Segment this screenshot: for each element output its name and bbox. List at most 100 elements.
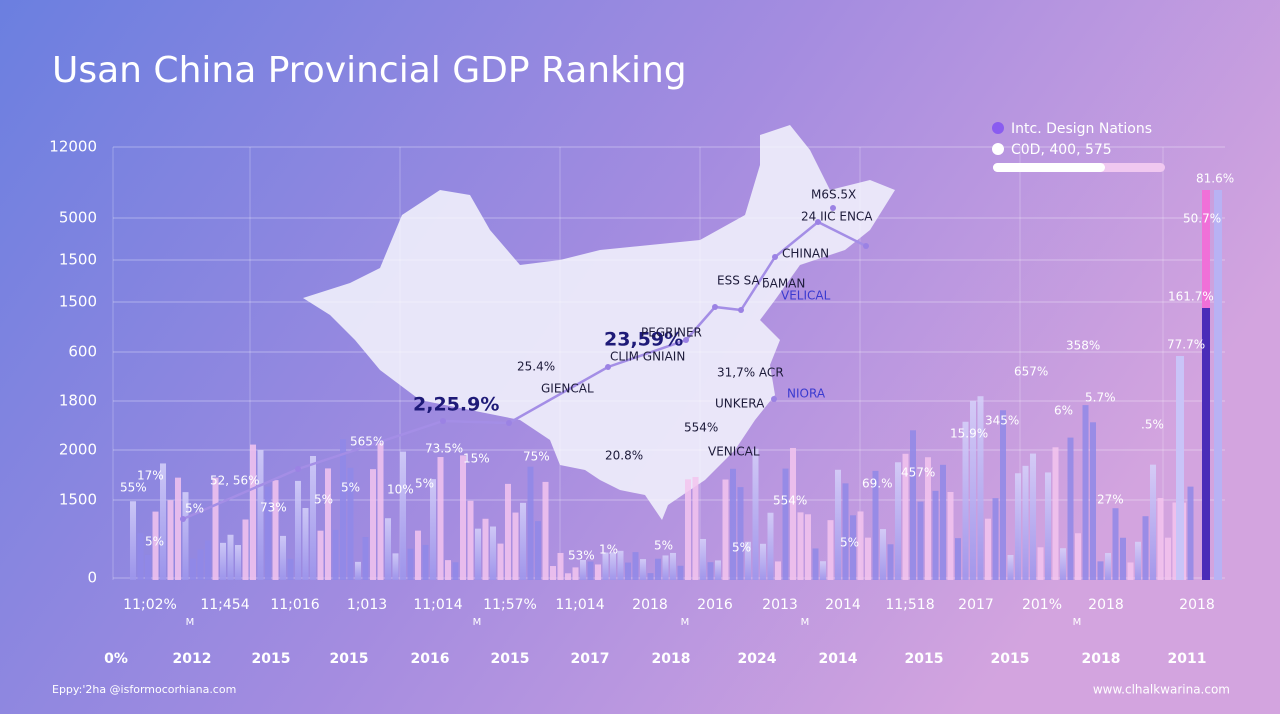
x-label: 11;014: [555, 597, 604, 613]
bar-decor: [797, 512, 804, 580]
bar-decor: [932, 490, 939, 580]
bar-decor: [692, 477, 699, 580]
bar-decor: [235, 545, 241, 580]
bar-decor: [227, 534, 234, 580]
bar-decor: [160, 463, 166, 580]
bar-decor: [1000, 410, 1006, 580]
bar-decor: [580, 559, 586, 580]
bar-decor: [587, 561, 594, 580]
annotation: 15.9%: [950, 427, 988, 441]
annotation: 75%: [523, 450, 550, 464]
bar-decor: [835, 469, 841, 580]
annotation: 55%: [120, 481, 147, 495]
bar-decor: [602, 552, 609, 580]
bar-decor: [205, 540, 211, 580]
bar-decor: [1045, 472, 1051, 580]
bar-decor: [557, 552, 564, 580]
bar-decor: [1030, 453, 1036, 580]
bar-decor: [197, 549, 204, 580]
bar-decor: [220, 542, 226, 580]
bar-decor: [302, 508, 309, 580]
y-label: 0: [87, 569, 97, 587]
y-label: 1800: [59, 392, 97, 410]
bar-decor: [767, 512, 774, 580]
bar-decor: [902, 453, 909, 580]
annotation: 6%: [1054, 404, 1073, 418]
annotation: ESS SA: [717, 274, 760, 288]
bar-decor: [947, 491, 954, 580]
bar-decor: [745, 541, 751, 580]
x-label: 2015: [905, 651, 944, 667]
bar-decor: [842, 483, 849, 580]
bar-decor: [250, 444, 256, 580]
bar-decor: [1135, 541, 1141, 580]
china-map: [303, 125, 895, 520]
bar-decor: [452, 562, 459, 580]
x-label: 2015: [491, 651, 530, 667]
x-label: 11;454: [200, 597, 249, 613]
bar-decor: [1172, 502, 1179, 580]
x-label: 2024: [738, 651, 777, 667]
y-label: 600: [68, 343, 97, 361]
x-label: 2018: [1082, 651, 1121, 667]
annotation: VELICAL: [781, 289, 831, 303]
bar-decor: [1082, 405, 1089, 580]
annotation: 25.4%: [517, 360, 555, 374]
y-label: 12000: [49, 138, 97, 156]
bar-decor: [1075, 533, 1081, 580]
bar-decor: [790, 447, 796, 580]
bar-decor: [1120, 537, 1126, 580]
x-label: 2018: [1088, 597, 1124, 613]
bar-decor: [625, 562, 631, 580]
x-label: 2013: [762, 597, 798, 613]
bar-decor: [760, 543, 766, 580]
bar-decor: [550, 566, 556, 580]
legend-label: C0D, 400, 575: [1011, 142, 1112, 158]
x-marker: M: [186, 617, 195, 628]
bar-decor: [467, 500, 474, 580]
annotation: 17%: [137, 469, 164, 483]
x-label: 2016: [697, 597, 733, 613]
legend-label: Intc. Design Nations: [1011, 121, 1152, 137]
bar-decor: [655, 558, 661, 580]
bar-decor: [1150, 464, 1156, 580]
bar-decor: [662, 555, 669, 580]
annotation: 5%: [654, 539, 673, 553]
bar-decor: [895, 462, 901, 580]
y-label: 1500: [59, 491, 97, 509]
annotation: CLIM GNIAIN: [610, 350, 685, 364]
x-marker: M: [473, 617, 482, 628]
bar-decor: [190, 558, 196, 580]
point: [772, 254, 778, 260]
legend-dot: [992, 143, 1004, 155]
annotation: 5.7%: [1085, 391, 1116, 405]
bar-decor: [992, 498, 999, 580]
bar-decor: [977, 396, 984, 580]
bar-decor: [752, 448, 759, 580]
annotation: PEGRINER: [641, 326, 702, 340]
annotation: 5%: [314, 493, 333, 507]
bar-decor: [610, 552, 616, 580]
bar-decor: [985, 518, 991, 580]
bar-decor: [955, 538, 961, 580]
bar-decor: [137, 533, 144, 580]
annotation: 69.%: [862, 477, 893, 491]
bar-decor: [362, 537, 369, 580]
x-label: 2015: [252, 651, 291, 667]
x-label: 2016: [411, 651, 450, 667]
point: [683, 337, 689, 343]
bar-decor: [1202, 308, 1210, 580]
title: Usan China Provincial GDP Ranking: [52, 50, 687, 91]
x-marker: M: [1073, 617, 1082, 628]
bar-decor: [887, 544, 894, 580]
annotation: 5%: [415, 477, 434, 491]
point: [440, 418, 446, 424]
annotation: 5%: [840, 536, 859, 550]
bar-decor: [310, 456, 316, 580]
bar-decor: [632, 552, 639, 580]
x-label: 2012: [173, 651, 212, 667]
annotation: 52, 56%: [210, 474, 260, 488]
bar-decor: [572, 567, 579, 580]
x-label: 2014: [825, 597, 861, 613]
